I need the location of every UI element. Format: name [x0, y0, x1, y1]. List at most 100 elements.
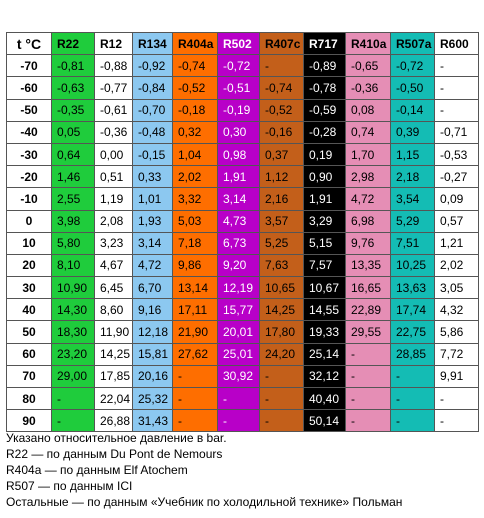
pressure-cell-r502: 4,73 — [217, 209, 260, 233]
pressure-cell-r404a: 13,14 — [172, 276, 218, 300]
pressure-cell-r12: 17,85 — [94, 364, 133, 389]
pressure-cell-r12: 4,67 — [94, 253, 133, 278]
pressure-cell-r134: 1,93 — [132, 209, 173, 233]
pressure-cell-r717: -0,59 — [303, 98, 346, 122]
pressure-cell-r407c: - — [259, 386, 304, 411]
note-r22-source: R22 — по данным Du Pont de Nemours — [6, 447, 223, 461]
pressure-cell-r22: 1,46 — [51, 165, 95, 189]
table-row: 30 10,90 6,45 6,70 13,14 12,19 10,65 10,67 16,65… — [6, 276, 479, 300]
temperature-cell: -50 — [6, 98, 52, 122]
pressure-cell-r600: - — [434, 409, 479, 433]
pressure-cell-r717: 40,40 — [303, 386, 346, 411]
temperature-cell: 50 — [6, 320, 52, 344]
note-r404a-source: R404a — по данным Elf Atochem — [6, 463, 188, 477]
pressure-cell-r12: -0,61 — [94, 98, 133, 122]
notes: Указано относительное давление в bar. R2… — [6, 430, 402, 510]
pressure-cell-r410a: 0,74 — [345, 120, 391, 144]
table-row: -20 1,46 0,51 0,33 2,02 1,91 1,12 0,90 2,98 2,18-… — [6, 165, 479, 189]
temperature-header: t °C — [6, 31, 52, 56]
table-row: -40 0,05 -0,36 -0,48 0,32 0,30 -0,16 -0,28 0,74 0… — [6, 120, 479, 144]
pressure-cell-r22: 3,98 — [51, 209, 95, 233]
pressure-cell-r717: 7,57 — [303, 253, 346, 278]
pressure-cell-r404a: -0,52 — [172, 76, 218, 100]
pressure-cell-r12: 26,88 — [94, 409, 133, 433]
temperature-cell: 0 — [6, 209, 52, 233]
note-others-source: Остальные — по данным «Учебник по холоди… — [6, 495, 403, 509]
pressure-cell-r600: 7,72 — [434, 342, 479, 366]
note-relative-pressure: Указано относительное давление в bar. — [6, 431, 227, 445]
pressure-cell-r134: 31,43 — [132, 409, 173, 433]
column-header-r134: R134 — [132, 31, 173, 56]
temperature-cell: 20 — [6, 253, 52, 278]
pressure-cell-r134: 12,18 — [132, 320, 173, 344]
pressure-table: t °C R22 R12 R134 R404a R502 R407c R717 R410a R5… — [6, 31, 479, 433]
table-row: 90-26,88 31,43- - -50,14- - - — [6, 409, 479, 433]
table-row: 80-22,04 25,32- - -40,40- - - — [6, 386, 479, 411]
pressure-cell-r502: 25,01 — [217, 342, 260, 366]
pressure-cell-r22: 18,30 — [51, 320, 95, 344]
temperature-cell: 90 — [6, 409, 52, 433]
pressure-cell-r502: 15,77 — [217, 298, 260, 322]
pressure-cell-r404a: 9,86 — [172, 253, 218, 278]
pressure-cell-r502: -0,19 — [217, 98, 260, 122]
pressure-cell-r717: 32,12 — [303, 364, 346, 389]
table-row: 0 3,98 2,08 1,93 5,03 4,73 3,57 3,29 6,98 5,29 0,5… — [6, 209, 479, 233]
pressure-cell-r134: 15,81 — [132, 342, 173, 366]
pressure-cell-r717: 25,14 — [303, 342, 346, 366]
pressure-cell-r507a: -0,14 — [390, 98, 435, 122]
pressure-cell-r502: 6,73 — [217, 231, 260, 255]
pressure-cell-r407c: 24,20 — [259, 342, 304, 366]
pressure-cell-r410a: - — [345, 386, 391, 411]
pressure-cell-r507a: 13,63 — [390, 276, 435, 300]
pressure-cell-r407c: 7,63 — [259, 253, 304, 278]
pressure-cell-r502: 9,20 — [217, 253, 260, 278]
table-row: 50 18,30 11,90 12,18 21,90 20,01 17,80 19,33 29,… — [6, 320, 479, 344]
pressure-cell-r12: 0,51 — [94, 165, 133, 189]
pressure-cell-r717: 1,91 — [303, 187, 346, 211]
pressure-cell-r507a: 0,39 — [390, 120, 435, 144]
pressure-cell-r410a: 4,72 — [345, 187, 391, 211]
pressure-cell-r410a: 2,98 — [345, 165, 391, 189]
pressure-cell-r134: 4,72 — [132, 253, 173, 278]
pressure-cell-r600: 2,02 — [434, 253, 479, 278]
pressure-cell-r134: -0,15 — [132, 142, 173, 167]
pressure-cell-r134: 25,32 — [132, 386, 173, 411]
pressure-cell-r12: -0,36 — [94, 120, 133, 144]
pressure-cell-r404a: 3,32 — [172, 187, 218, 211]
pressure-cell-r404a: -0,18 — [172, 98, 218, 122]
pressure-cell-r717: -0,78 — [303, 76, 346, 100]
pressure-cell-r22: 5,80 — [51, 231, 95, 255]
pressure-cell-r717: 3,29 — [303, 209, 346, 233]
pressure-cell-r410a: 16,65 — [345, 276, 391, 300]
pressure-cell-r600: - — [434, 386, 479, 411]
pressure-cell-r12: 22,04 — [94, 386, 133, 411]
pressure-cell-r134: -0,48 — [132, 120, 173, 144]
pressure-cell-r507a: - — [390, 409, 435, 433]
pressure-cell-r717: 50,14 — [303, 409, 346, 433]
pressure-cell-r22: - — [51, 386, 95, 411]
column-header-r717: R717 — [303, 31, 346, 56]
pressure-cell-r404a: - — [172, 364, 218, 389]
pressure-cell-r407c: 2,16 — [259, 187, 304, 211]
table-row: 20 8,10 4,67 4,72 9,86 9,20 7,63 7,57 13,35 10,25… — [6, 253, 479, 278]
pressure-cell-r134: 9,16 — [132, 298, 173, 322]
pressure-cell-r404a: 17,11 — [172, 298, 218, 322]
pressure-cell-r22: - — [51, 409, 95, 433]
header-row: t °C R22 R12 R134 R404a R502 R407c R717 R410a R5… — [6, 31, 479, 56]
pressure-cell-r22: -0,81 — [51, 54, 95, 78]
pressure-cell-r410a: -0,36 — [345, 76, 391, 100]
pressure-cell-r12: -0,88 — [94, 54, 133, 78]
pressure-cell-r407c: -0,52 — [259, 98, 304, 122]
pressure-cell-r22: 0,64 — [51, 142, 95, 167]
pressure-cell-r600: - — [434, 54, 479, 78]
pressure-cell-r407c: 5,25 — [259, 231, 304, 255]
pressure-cell-r12: 11,90 — [94, 320, 133, 344]
pressure-cell-r507a: 3,54 — [390, 187, 435, 211]
pressure-cell-r22: 8,10 — [51, 253, 95, 278]
pressure-cell-r404a: - — [172, 409, 218, 433]
pressure-cell-r404a: 1,04 — [172, 142, 218, 167]
pressure-cell-r404a: 2,02 — [172, 165, 218, 189]
pressure-cell-r410a: - — [345, 342, 391, 366]
temperature-cell: 40 — [6, 298, 52, 322]
pressure-cell-r600: 0,57 — [434, 209, 479, 233]
